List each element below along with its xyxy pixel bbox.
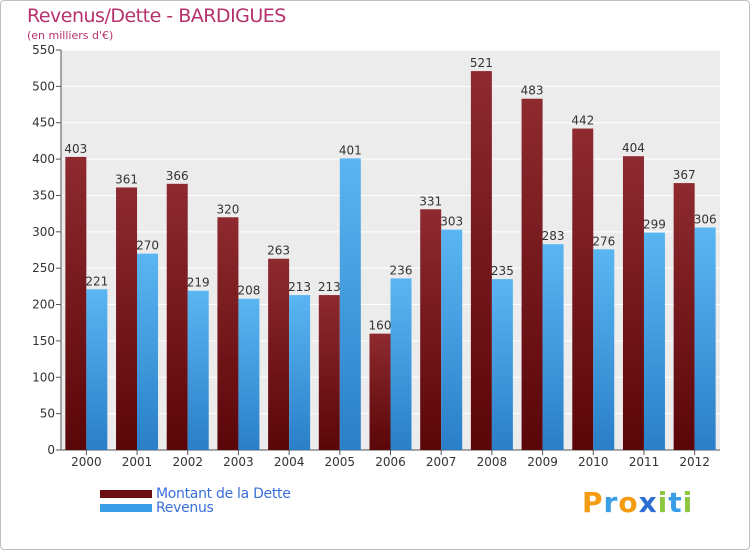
data-label-revenue: 283 xyxy=(542,229,565,243)
y-tick-label: 250 xyxy=(32,261,55,275)
bar-debt xyxy=(268,258,290,450)
y-tick-label: 150 xyxy=(32,334,55,348)
data-label-debt: 367 xyxy=(673,168,696,182)
data-label-debt: 263 xyxy=(267,244,290,258)
proxiti-logo: Proxiti xyxy=(582,486,693,519)
bar-debt xyxy=(521,98,543,451)
x-tick-label: 2011 xyxy=(629,455,660,469)
bar-revenue xyxy=(491,279,513,450)
data-label-revenue: 213 xyxy=(288,280,311,294)
legend-item-revenue: Revenus xyxy=(100,500,214,516)
x-tick-label: 2002 xyxy=(172,455,203,469)
y-tick-label: 450 xyxy=(32,116,55,130)
data-label-debt: 366 xyxy=(166,169,189,183)
y-tick-label: 300 xyxy=(32,225,55,239)
data-label-revenue: 303 xyxy=(440,215,463,229)
x-tick-label: 2003 xyxy=(223,455,254,469)
data-label-debt: 483 xyxy=(521,84,544,98)
bar-revenue xyxy=(289,295,311,450)
data-label-revenue: 299 xyxy=(643,218,666,232)
x-tick-label: 2004 xyxy=(274,455,305,469)
bar-debt xyxy=(622,156,644,450)
x-tick-label: 2007 xyxy=(426,455,457,469)
data-label-revenue: 221 xyxy=(85,274,108,288)
logo-letter: r xyxy=(603,486,619,519)
bar-revenue xyxy=(339,158,361,450)
data-label-revenue: 236 xyxy=(390,263,413,277)
data-label-revenue: 270 xyxy=(136,239,159,253)
bar-revenue xyxy=(643,232,665,450)
y-tick-label: 0 xyxy=(47,443,55,457)
bar-revenue xyxy=(542,244,564,450)
x-tick-label: 2012 xyxy=(679,455,710,469)
data-label-revenue: 306 xyxy=(694,212,717,226)
legend-label-debt: Montant de la Dette xyxy=(156,486,291,502)
data-label-debt: 403 xyxy=(64,142,87,156)
data-label-debt: 213 xyxy=(318,280,341,294)
data-label-debt: 521 xyxy=(470,56,493,70)
bar-revenue xyxy=(694,227,716,450)
y-tick-label: 100 xyxy=(32,370,55,384)
y-tick-label: 350 xyxy=(32,188,55,202)
x-tick-label: 2001 xyxy=(122,455,153,469)
legend-swatch-debt xyxy=(100,490,152,498)
bar-debt xyxy=(65,156,87,450)
bar-debt xyxy=(318,295,340,450)
bar-debt xyxy=(572,128,594,450)
legend-item-debt: Montant de la Dette xyxy=(100,486,291,502)
y-tick-label: 200 xyxy=(32,298,55,312)
x-tick-label: 2010 xyxy=(578,455,609,469)
chart-title: Revenus/Dette - BARDIGUES xyxy=(27,5,286,27)
bar-debt xyxy=(420,209,442,450)
bar-debt xyxy=(116,187,138,451)
bar-revenue xyxy=(238,298,260,450)
logo-letter: t xyxy=(668,486,683,519)
x-tick-label: 2005 xyxy=(325,455,356,469)
data-label-revenue: 235 xyxy=(491,264,514,278)
bar-revenue xyxy=(137,253,159,450)
legend-swatch-revenue xyxy=(100,504,152,512)
data-label-debt: 331 xyxy=(419,194,442,208)
x-tick-label: 2006 xyxy=(375,455,406,469)
data-label-debt: 361 xyxy=(115,172,138,186)
data-label-revenue: 401 xyxy=(339,143,362,157)
bar-revenue xyxy=(441,229,463,450)
bar-revenue xyxy=(593,249,615,450)
x-tick-label: 2000 xyxy=(71,455,102,469)
data-label-debt: 320 xyxy=(216,202,239,216)
y-tick-label: 50 xyxy=(40,407,55,421)
bar-revenue xyxy=(187,290,209,450)
y-tick-label: 550 xyxy=(32,43,55,57)
data-label-debt: 404 xyxy=(622,141,645,155)
data-label-revenue: 276 xyxy=(592,234,615,248)
logo-letter: x xyxy=(638,486,658,519)
data-label-revenue: 208 xyxy=(237,284,260,298)
logo-letter: i xyxy=(682,486,694,519)
bar-debt xyxy=(673,183,695,450)
bar-debt xyxy=(470,71,492,450)
y-tick-label: 400 xyxy=(32,152,55,166)
logo-letter: i xyxy=(657,486,669,519)
bar-debt xyxy=(217,217,239,450)
logo-letter: o xyxy=(618,486,639,519)
data-label-debt: 160 xyxy=(369,319,392,333)
bar-debt xyxy=(369,333,391,450)
y-tick-label: 500 xyxy=(32,79,55,93)
data-label-debt: 442 xyxy=(571,114,594,128)
data-label-revenue: 219 xyxy=(187,276,210,290)
legend-label-revenue: Revenus xyxy=(156,500,214,516)
bar-revenue xyxy=(390,278,412,450)
chart-subtitle: (en milliers d'€) xyxy=(27,29,114,42)
x-tick-label: 2008 xyxy=(477,455,508,469)
bar-revenue xyxy=(86,289,108,450)
logo-letter: P xyxy=(582,486,604,519)
bar-debt xyxy=(166,183,188,450)
x-tick-label: 2009 xyxy=(527,455,558,469)
